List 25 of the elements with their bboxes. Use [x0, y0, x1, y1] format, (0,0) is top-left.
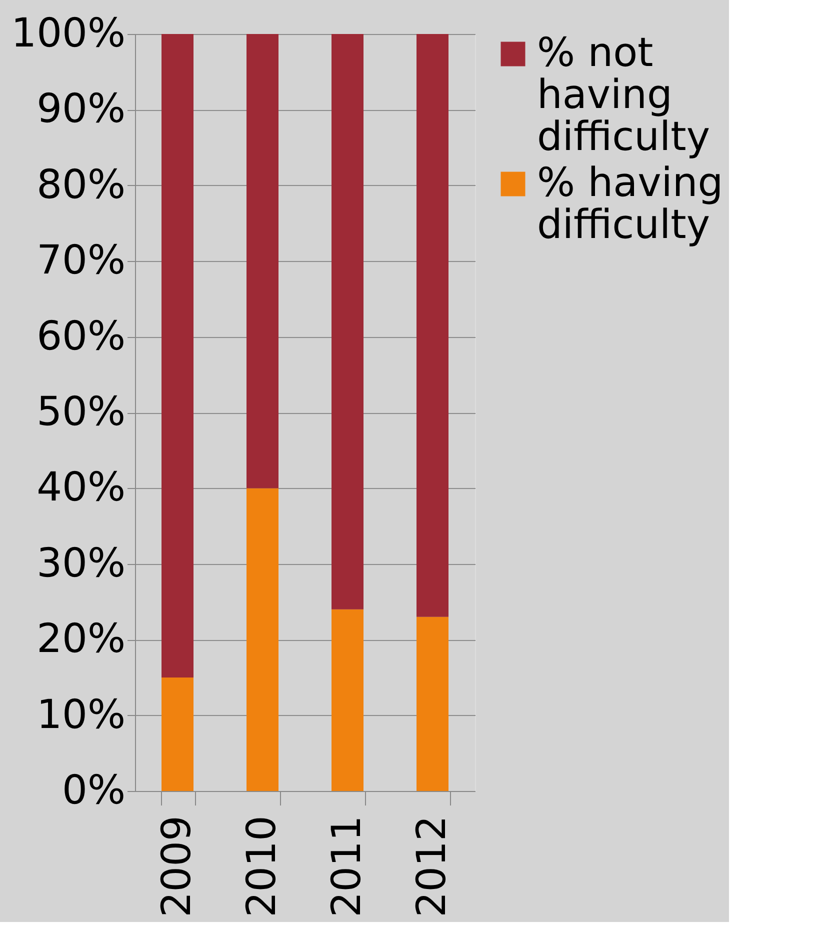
x-tick-label: 2010 [239, 816, 285, 918]
y-tick-label: 40% [36, 464, 126, 511]
y-tick-label: 70% [36, 238, 126, 284]
y-tick-label: 0% [62, 768, 126, 814]
y-tick-label: 30% [36, 540, 126, 586]
legend-label: % having difficulty [537, 160, 724, 248]
bar [162, 677, 194, 791]
legend-label: % not having difficulty [537, 30, 710, 160]
bar [332, 34, 364, 610]
x-tick-label: 2009 [154, 816, 200, 918]
bar [332, 609, 364, 791]
y-tick-label: 20% [36, 616, 126, 662]
x-tick-label: 2011 [324, 816, 370, 918]
y-tick-label: 100% [11, 10, 126, 56]
bar [416, 34, 448, 617]
y-tick-label: 50% [36, 389, 126, 435]
bar [416, 616, 448, 791]
y-tick-label: 10% [36, 692, 126, 738]
y-tick-label: 90% [36, 86, 126, 132]
bar [162, 34, 194, 678]
x-tick-label: 2012 [409, 816, 455, 918]
bar [246, 34, 278, 488]
y-tick-label: 60% [36, 313, 126, 360]
bar [246, 488, 278, 791]
y-tick-label: 80% [36, 162, 126, 208]
